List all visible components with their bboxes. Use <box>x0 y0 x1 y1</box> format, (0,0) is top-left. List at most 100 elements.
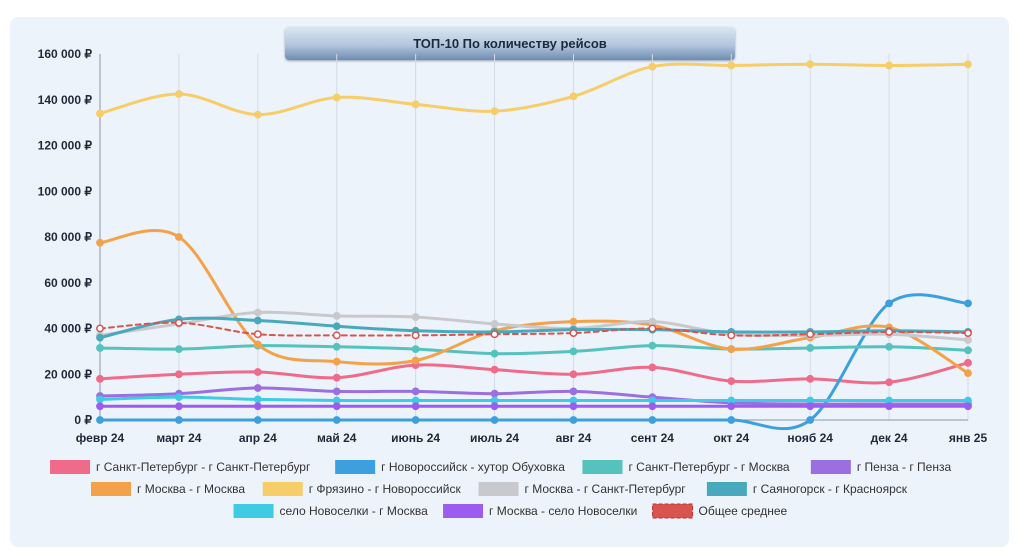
data-point[interactable] <box>569 317 578 326</box>
data-point[interactable] <box>727 402 736 411</box>
data-point[interactable] <box>411 100 420 109</box>
data-point[interactable] <box>885 61 893 70</box>
data-point[interactable] <box>648 363 657 372</box>
data-point[interactable] <box>806 374 815 383</box>
data-point[interactable] <box>648 402 657 411</box>
data-point[interactable] <box>175 402 183 411</box>
data-point[interactable] <box>253 316 262 325</box>
data-point[interactable] <box>648 62 657 71</box>
data-point[interactable] <box>490 349 499 358</box>
legend-item[interactable]: г Санкт-Петербург - г Санкт-Петербург <box>50 460 311 474</box>
data-point[interactable] <box>490 330 499 339</box>
data-point[interactable] <box>96 374 104 383</box>
data-point[interactable] <box>964 329 972 338</box>
data-point[interactable] <box>727 416 736 424</box>
data-point[interactable] <box>411 402 420 411</box>
data-point[interactable] <box>569 329 578 338</box>
data-point[interactable] <box>411 356 420 365</box>
data-point[interactable] <box>411 345 420 353</box>
data-point[interactable] <box>411 387 420 396</box>
data-point[interactable] <box>96 395 104 404</box>
data-point[interactable] <box>648 324 657 333</box>
data-point[interactable] <box>175 90 183 98</box>
data-point[interactable] <box>174 318 183 327</box>
data-point[interactable] <box>806 330 815 339</box>
data-point[interactable] <box>648 317 657 326</box>
data-point[interactable] <box>806 344 815 352</box>
data-point[interactable] <box>253 110 262 119</box>
data-point[interactable] <box>727 345 736 353</box>
legend-item[interactable]: село Новоселки - г Москва <box>233 504 429 518</box>
data-point[interactable] <box>332 322 341 331</box>
data-point[interactable] <box>411 416 420 424</box>
data-point[interactable] <box>332 312 341 320</box>
data-point[interactable] <box>964 369 972 378</box>
data-point[interactable] <box>727 377 736 386</box>
data-point[interactable] <box>411 331 420 340</box>
data-point[interactable] <box>96 238 104 247</box>
data-point[interactable] <box>253 402 262 411</box>
data-point[interactable] <box>175 345 183 353</box>
data-point[interactable] <box>490 402 499 411</box>
data-point[interactable] <box>885 299 893 308</box>
data-point[interactable] <box>253 368 262 376</box>
legend-item[interactable]: г Пенза - г Пенза <box>810 460 952 474</box>
data-point[interactable] <box>96 416 104 424</box>
data-point[interactable] <box>885 342 893 351</box>
data-point[interactable] <box>96 344 104 352</box>
data-point[interactable] <box>253 416 262 424</box>
legend-item[interactable]: г Москва - г Москва <box>91 482 245 496</box>
legend-item[interactable]: г Москва - село Новоселки <box>443 504 637 518</box>
data-point[interactable] <box>569 387 578 396</box>
data-point[interactable] <box>253 308 262 317</box>
data-point[interactable] <box>490 416 499 424</box>
data-point[interactable] <box>332 331 341 340</box>
data-point[interactable] <box>96 333 104 342</box>
legend-item[interactable]: г Новороссийск - хутор Обуховка <box>335 460 565 474</box>
data-point[interactable] <box>727 331 736 340</box>
data-point[interactable] <box>175 233 183 241</box>
data-point[interactable] <box>253 340 262 349</box>
data-point[interactable] <box>96 324 104 333</box>
data-point[interactable] <box>175 416 183 424</box>
data-point[interactable] <box>806 416 815 424</box>
data-point[interactable] <box>569 370 578 379</box>
data-point[interactable] <box>490 320 499 328</box>
data-point[interactable] <box>96 402 104 411</box>
data-point[interactable] <box>964 346 972 355</box>
data-point[interactable] <box>569 347 578 356</box>
data-point[interactable] <box>332 373 341 382</box>
data-point[interactable] <box>490 365 499 374</box>
data-point[interactable] <box>96 109 104 118</box>
data-point[interactable] <box>964 299 972 308</box>
data-point[interactable] <box>964 402 972 411</box>
data-point[interactable] <box>964 358 972 367</box>
data-point[interactable] <box>175 393 183 402</box>
data-point[interactable] <box>885 378 893 387</box>
legend-item[interactable]: г Саяногорск - г Красноярск <box>706 482 908 496</box>
data-point[interactable] <box>253 330 262 339</box>
data-point[interactable] <box>648 416 657 424</box>
data-point[interactable] <box>964 336 972 344</box>
data-point[interactable] <box>411 313 420 321</box>
legend-item[interactable]: г Москва - г Санкт-Петербург <box>478 482 687 496</box>
data-point[interactable] <box>253 395 262 404</box>
data-point[interactable] <box>332 387 341 396</box>
data-point[interactable] <box>964 60 972 69</box>
data-point[interactable] <box>648 341 657 350</box>
data-point[interactable] <box>332 93 341 102</box>
legend-item[interactable]: г Санкт-Петербург - г Москва <box>582 460 790 474</box>
data-point[interactable] <box>885 327 894 336</box>
data-point[interactable] <box>806 402 815 411</box>
data-point[interactable] <box>727 61 736 70</box>
data-point[interactable] <box>332 416 341 424</box>
data-point[interactable] <box>253 384 262 392</box>
data-point[interactable] <box>490 107 499 116</box>
data-point[interactable] <box>806 60 815 69</box>
data-point[interactable] <box>175 370 183 379</box>
legend-item[interactable]: г Фрязино - г Новороссийск <box>262 482 462 496</box>
data-point[interactable] <box>332 357 341 366</box>
data-point[interactable] <box>569 402 578 411</box>
data-point[interactable] <box>332 402 341 411</box>
data-point[interactable] <box>569 416 578 424</box>
